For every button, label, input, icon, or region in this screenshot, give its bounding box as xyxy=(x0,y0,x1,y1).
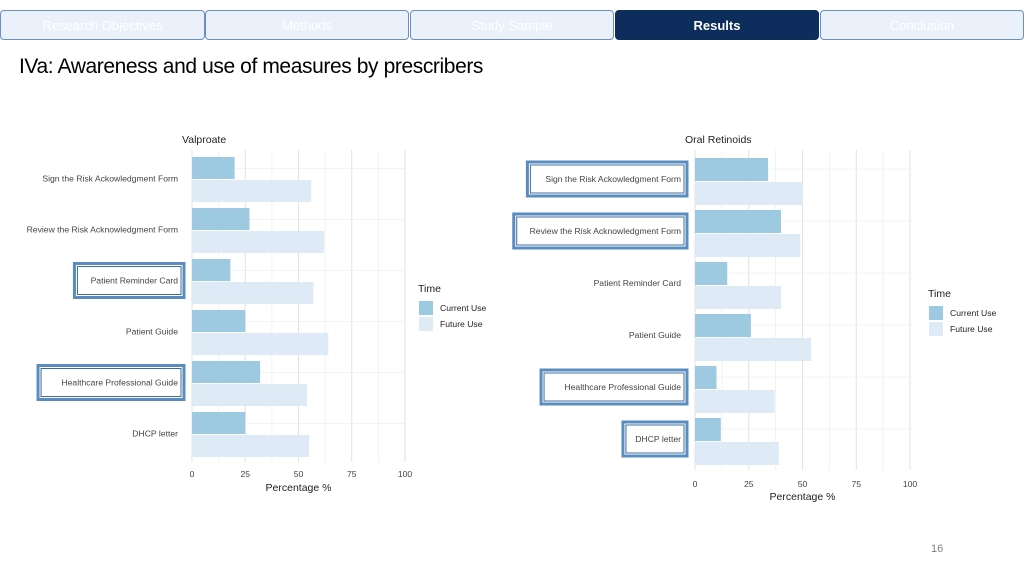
highlight-box-healthcare-professional-guide xyxy=(539,368,689,406)
tab-research-objectives[interactable]: Research Objectives xyxy=(0,10,205,40)
bar-current-use-healthcare-professional-guide xyxy=(695,366,717,389)
y-tick-label-sign-the-risk-ackowledgment-form: Sign the Risk Ackowledgment Form xyxy=(545,174,681,184)
x-tick-label: 25 xyxy=(744,479,754,489)
highlight-inner-box-patient-reminder-card xyxy=(76,266,182,295)
bar-future-use-sign-the-risk-ackowledgment-form xyxy=(192,180,312,202)
valproate-chart: Valproate Sign the Risk Ackowledgment For… xyxy=(27,134,487,494)
bar-future-use-healthcare-professional-guide xyxy=(695,390,775,413)
bar-current-use-dhcp-letter xyxy=(192,412,246,434)
x-axis-label: Percentage % xyxy=(770,491,836,503)
highlight-inner-box-healthcare-professional-guide xyxy=(543,372,685,402)
x-axis-label: Percentage % xyxy=(266,482,332,494)
bar-current-use-patient-reminder-card xyxy=(695,262,728,285)
y-tick-label-dhcp-letter: DHCP letter xyxy=(635,434,681,444)
y-tick-label-patient-guide: Patient Guide xyxy=(629,330,681,340)
y-tick-label-patient-guide: Patient Guide xyxy=(126,327,178,337)
page-title: IVa: Awareness and use of measures by pr… xyxy=(19,55,484,78)
highlight-box-sign-the-risk-ackowledgment-form xyxy=(525,160,689,198)
bar-future-use-patient-guide xyxy=(192,333,329,355)
oral-retinoids-chart: Oral Retinoids Sign the Risk Ackowledgmen… xyxy=(512,134,997,503)
bar-current-use-sign-the-risk-ackowledgment-form xyxy=(192,157,235,179)
bar-future-use-review-the-risk-acknowledgment-form xyxy=(192,231,325,253)
bar-future-use-review-the-risk-acknowledgment-form xyxy=(695,234,801,257)
legend-swatch-future-use xyxy=(419,317,433,331)
y-tick-label-healthcare-professional-guide: Healthcare Professional Guide xyxy=(61,378,178,388)
legend-label-current-use: Current Use xyxy=(440,303,487,313)
y-tick-label-patient-reminder-card: Patient Reminder Card xyxy=(594,278,682,288)
highlight-inner-box-sign-the-risk-ackowledgment-form xyxy=(529,164,685,194)
tab-study-sample[interactable]: Study Sample xyxy=(410,10,614,40)
chart-title: Oral Retinoids xyxy=(685,134,752,146)
x-tick-label: 25 xyxy=(240,469,250,479)
x-tick-label: 75 xyxy=(851,479,861,489)
bar-future-use-patient-reminder-card xyxy=(192,282,314,304)
bar-future-use-dhcp-letter xyxy=(695,442,779,465)
y-tick-label-dhcp-letter: DHCP letter xyxy=(132,429,178,439)
x-tick-label: 50 xyxy=(294,469,304,479)
bar-future-use-patient-guide xyxy=(695,338,812,361)
bar-current-use-healthcare-professional-guide xyxy=(192,361,261,383)
legend-swatch-current-use xyxy=(929,306,943,320)
y-tick-label-review-the-risk-acknowledgment-form: Review the Risk Acknowledgment Form xyxy=(530,226,681,236)
x-tick-label: 50 xyxy=(798,479,808,489)
legend-swatch-future-use xyxy=(929,322,943,336)
y-tick-label-patient-reminder-card: Patient Reminder Card xyxy=(91,276,179,286)
x-tick-label: 0 xyxy=(693,479,698,489)
highlight-box-dhcp-letter xyxy=(621,420,689,458)
x-tick-label: 0 xyxy=(190,469,195,479)
section-nav: Research Objectives Methods Study Sample… xyxy=(0,10,1024,41)
x-tick-label: 75 xyxy=(347,469,357,479)
legend-title: Time xyxy=(418,283,441,295)
x-tick-label: 100 xyxy=(398,469,413,479)
y-tick-label-healthcare-professional-guide: Healthcare Professional Guide xyxy=(564,382,681,392)
highlight-box-review-the-risk-acknowledgment-form xyxy=(512,212,689,250)
y-tick-label-sign-the-risk-ackowledgment-form: Sign the Risk Ackowledgment Form xyxy=(42,174,178,184)
bar-future-use-dhcp-letter xyxy=(192,435,310,457)
legend-swatch-current-use xyxy=(419,301,433,315)
highlight-inner-box-healthcare-professional-guide xyxy=(40,368,182,397)
bar-future-use-sign-the-risk-ackowledgment-form xyxy=(695,182,803,205)
tab-results[interactable]: Results xyxy=(615,10,819,40)
legend-label-current-use: Current Use xyxy=(950,308,997,318)
bar-current-use-patient-guide xyxy=(695,314,751,337)
bar-future-use-healthcare-professional-guide xyxy=(192,384,308,406)
bar-current-use-review-the-risk-acknowledgment-form xyxy=(192,208,250,230)
y-tick-label-review-the-risk-acknowledgment-form: Review the Risk Acknowledgment Form xyxy=(27,225,178,235)
tab-methods[interactable]: Methods xyxy=(205,10,409,40)
bar-current-use-review-the-risk-acknowledgment-form xyxy=(695,210,781,233)
highlight-box-patient-reminder-card xyxy=(72,262,186,299)
bar-current-use-sign-the-risk-ackowledgment-form xyxy=(695,158,769,181)
bar-current-use-patient-guide xyxy=(192,310,246,332)
tab-conclusion[interactable]: Conclusion xyxy=(820,10,1024,40)
bar-current-use-patient-reminder-card xyxy=(192,259,231,281)
legend-title: Time xyxy=(928,288,951,300)
highlight-box-healthcare-professional-guide xyxy=(36,364,186,401)
page-number: 16 xyxy=(931,543,944,555)
legend-label-future-use: Future Use xyxy=(440,319,483,329)
highlight-inner-box-review-the-risk-acknowledgment-form xyxy=(516,216,685,246)
highlight-inner-box-dhcp-letter xyxy=(625,424,685,454)
chart-title: Valproate xyxy=(182,134,226,146)
x-tick-label: 100 xyxy=(903,479,918,489)
bar-future-use-patient-reminder-card xyxy=(695,286,781,309)
legend-label-future-use: Future Use xyxy=(950,324,993,334)
bar-current-use-dhcp-letter xyxy=(695,418,721,441)
